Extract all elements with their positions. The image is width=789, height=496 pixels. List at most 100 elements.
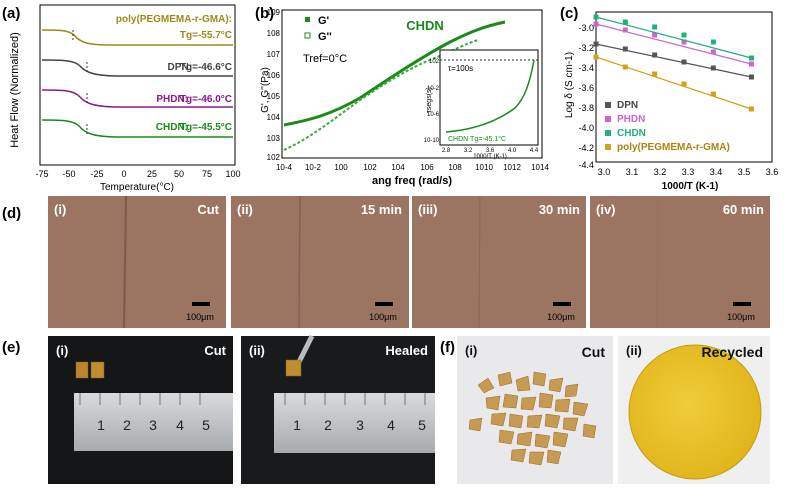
a-xtick: -75: [35, 169, 48, 179]
c-point: [748, 106, 754, 112]
c-ytick: -3.4: [578, 63, 594, 73]
curve-poly: [41, 29, 233, 46]
c-point: [681, 81, 687, 87]
photo-recycled-index: (ii): [626, 343, 642, 358]
c-xtick: 3.0: [598, 167, 611, 177]
a-xtick: 0: [121, 169, 126, 179]
panel-a-label: (a): [2, 5, 20, 22]
curve-dpn: [41, 59, 233, 77]
b-ytick: 104: [267, 113, 281, 122]
a-xtick: 75: [202, 169, 212, 179]
c-point: [681, 39, 687, 45]
c-point: [652, 52, 658, 58]
panel-b-tref: Tref=0°C: [303, 53, 347, 65]
c-point: [593, 41, 599, 47]
inset-xtick: 2.8: [442, 148, 451, 154]
c-point: [652, 24, 658, 30]
micrograph-4-index: (iv): [596, 202, 616, 217]
micrograph-3-scalebar: 100μm: [547, 312, 575, 322]
inset-xtick: 4.4: [530, 148, 539, 154]
micrograph-2-caption: 15 min: [361, 202, 402, 217]
b-xtick: 108: [448, 163, 462, 172]
c-xtick: 3.1: [626, 167, 639, 177]
inset-xlabel: 1000/T (K-1): [473, 154, 507, 160]
panel-c-xlabel: 1000/T (K-1): [662, 181, 719, 192]
b-ytick: 105: [267, 92, 281, 101]
curve-phdn-tg: Tg=-46.0°C: [180, 94, 232, 105]
inset-ytick: 102: [429, 59, 440, 65]
legend-phdn: PHDN: [617, 114, 645, 125]
ruler-number: 2: [123, 417, 131, 433]
panel-d: (d) (i) Cut 100μm (ii) 15 min 100μm (iii…: [2, 195, 770, 329]
panel-c: (c) Log δ (S cm-1) -3.0 -3.2 -3.4 -3.6 -…: [560, 5, 778, 192]
ruler-number: 5: [418, 417, 426, 433]
photo-pieces-index: (i): [465, 343, 477, 358]
c-point: [652, 32, 658, 38]
legend-dpn: DPN: [617, 100, 638, 111]
c-fit-line: [595, 23, 752, 65]
panel-c-legend: DPN PHDN CHDN poly(PEGMEMA-r-GMA): [605, 100, 730, 153]
b-ytick: 107: [267, 50, 281, 59]
ruler-number: 5: [202, 417, 210, 433]
curve-chdn: [41, 119, 233, 138]
ruler-number: 3: [356, 417, 364, 433]
b-ytick: 108: [267, 29, 281, 38]
panel-c-marks: [593, 14, 754, 112]
panel-c-label: (c): [560, 5, 578, 22]
panel-e: (e) 1 2 3 4 5 (i) Cut 1 2 3 4 5: [2, 334, 435, 484]
b-xtick: 104: [391, 163, 405, 172]
c-fit-line: [595, 16, 752, 59]
panel-f-label: (f): [440, 339, 455, 356]
micrograph-1-scalebar: 100μm: [186, 312, 214, 322]
photo-healed-index: (ii): [249, 343, 265, 358]
panel-b-xlabel: ang freq (rad/s): [372, 175, 452, 187]
c-point: [748, 74, 754, 80]
b-xtick: 1012: [503, 163, 521, 172]
panel-b-ylabel: G', G''(Pa): [260, 67, 271, 113]
panel-b-label: (b): [255, 5, 274, 22]
c-point: [748, 55, 754, 61]
c-fit-line: [595, 56, 752, 110]
b-xtick: 1014: [531, 163, 549, 172]
ruler-number: 2: [324, 417, 332, 433]
c-fit-line: [595, 43, 752, 78]
photo-recycled-caption: Recycled: [702, 344, 763, 360]
b-xtick: 102: [363, 163, 377, 172]
legend-g-double-prime: G'': [318, 31, 332, 43]
c-ytick: -3.2: [578, 43, 594, 53]
inset-xtick: 4.0: [508, 148, 517, 154]
micrograph-3-caption: 30 min: [539, 202, 580, 217]
photo-healed-caption: Healed: [385, 343, 428, 358]
inset-ytick: 10-2: [427, 86, 440, 92]
a-xtick: 25: [147, 169, 157, 179]
panel-a-ylabel: Heat Flow (Normalized): [9, 32, 21, 148]
a-xtick: 50: [174, 169, 184, 179]
inset-annotation: τ=100s: [448, 64, 473, 73]
inset-ytick: 10-6: [427, 112, 440, 118]
curve-dpn-tg: Tg=-46.6°C: [180, 62, 232, 73]
c-ytick: -4.0: [578, 123, 594, 133]
c-point: [593, 54, 599, 60]
polymer-pieces: [468, 371, 597, 466]
c-xtick: 3.2: [654, 167, 667, 177]
inset-ytick: 10-10: [424, 138, 440, 144]
c-xtick: 3.6: [766, 167, 779, 177]
curve-phdn-name: PHDN:: [156, 94, 188, 105]
c-ytick: -4.2: [578, 143, 594, 153]
micrograph-4-scalebar: 100μm: [727, 312, 755, 322]
curve-chdn-name: CHDN:: [156, 122, 188, 133]
curve-phdn: [41, 89, 233, 108]
c-point: [748, 61, 754, 67]
a-xtick: 100: [225, 169, 240, 179]
c-point: [710, 65, 716, 71]
panel-e-label: (e): [2, 339, 20, 356]
photo-pieces-caption: Cut: [582, 344, 606, 360]
b-ytick: 102: [267, 153, 281, 162]
curve-dpn-name: DPN:: [168, 62, 192, 73]
a-xtick: -50: [62, 169, 75, 179]
inset-xtick: 3.6: [486, 148, 495, 154]
panel-f: (f): [440, 336, 770, 484]
micrograph-1-caption: Cut: [197, 202, 219, 217]
ruler-1: [74, 393, 233, 451]
